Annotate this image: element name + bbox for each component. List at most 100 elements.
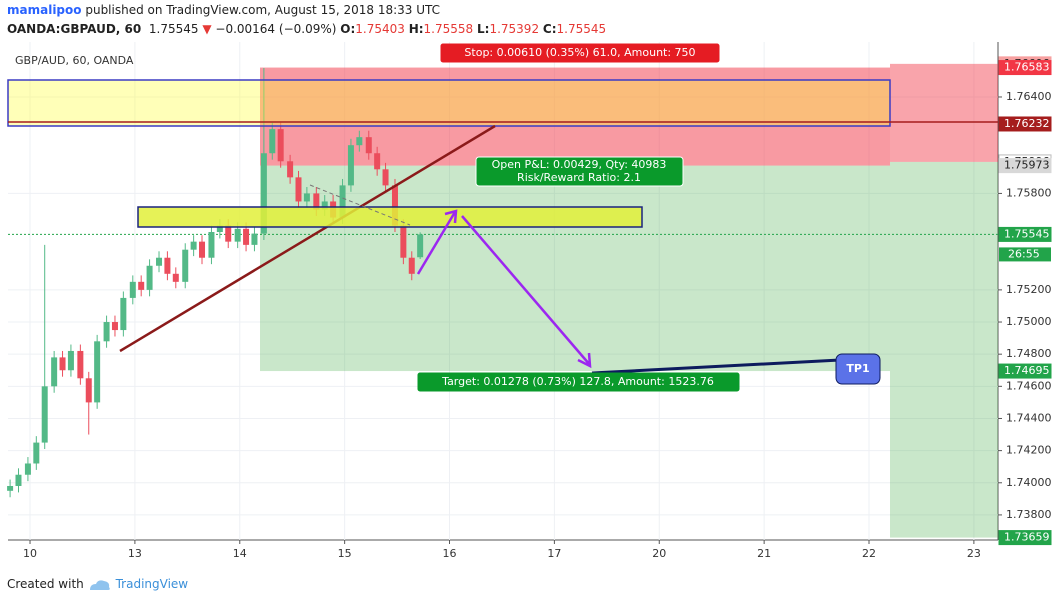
candle-body <box>94 341 101 403</box>
candle-body <box>269 129 276 154</box>
candle-body <box>15 474 22 486</box>
target-label: Target: 0.01278 (0.73%) 127.8, Amount: 1… <box>441 375 714 388</box>
rr-label: Risk/Reward Ratio: 2.1 <box>517 171 641 184</box>
arrow-up <box>416 209 458 275</box>
candle-body <box>347 145 354 186</box>
x-tick-label: 16 <box>443 547 457 560</box>
tp1-box <box>835 353 881 385</box>
l: 1.75392 <box>489 22 540 36</box>
candle-body <box>129 281 136 298</box>
candle-body <box>138 281 145 290</box>
last: 1.75545 <box>148 22 199 36</box>
candle-body <box>172 273 179 282</box>
candle-body <box>277 129 284 162</box>
position-zone <box>260 165 890 372</box>
price-badge <box>998 363 1052 379</box>
candle-body <box>365 137 372 154</box>
price-badge-label: 1.76232 <box>1004 117 1050 130</box>
candle-body <box>374 153 381 170</box>
y-tick-label: 1.75000 <box>1006 315 1052 328</box>
price-badge-label: 1.76583 <box>1004 61 1050 74</box>
candle-body <box>400 225 407 258</box>
logo <box>89 579 110 590</box>
candle-body <box>33 442 40 464</box>
candle-body <box>156 257 163 266</box>
candle-body <box>243 228 250 245</box>
candle-body <box>417 234 424 258</box>
candle-body <box>164 257 171 274</box>
candle-body <box>146 265 153 290</box>
y-tick-label: 1.74400 <box>1006 411 1052 424</box>
stop-box <box>440 43 720 63</box>
publish-line: mamalipoo published on TradingView.com, … <box>7 3 440 17</box>
y-tick-label: 1.75200 <box>1006 283 1052 296</box>
x-tick-label: 13 <box>128 547 142 560</box>
price-badge <box>998 226 1052 242</box>
candle-body <box>7 485 14 491</box>
x-tick-label: 10 <box>23 547 37 560</box>
candle-body <box>391 185 398 226</box>
l-label: L: <box>477 22 490 36</box>
x-tick-label: 23 <box>967 547 981 560</box>
y-tick-label: 1.74600 <box>1006 379 1052 392</box>
c: 1.75545 <box>556 22 607 36</box>
price-badge <box>998 60 1052 76</box>
price-badge-label: 1.74695 <box>1004 364 1050 377</box>
countdown: 26:55 <box>1008 247 1040 260</box>
stop-label: Stop: 0.00610 (0.35%) 61.0, Amount: 750 <box>464 46 695 59</box>
pnl-box <box>475 156 684 187</box>
c-label: C: <box>542 22 557 36</box>
published: published on TradingView.com, August 15,… <box>85 3 441 17</box>
candle-body <box>295 177 302 202</box>
candle-body <box>287 161 294 178</box>
countdown-badge <box>999 247 1051 262</box>
candle-body <box>111 322 118 331</box>
candle-body <box>356 137 363 146</box>
candle-body <box>321 201 328 210</box>
y-tick-label: 1.73800 <box>1006 508 1052 521</box>
symbol-title: GBP/AUD, 60, OANDA <box>15 54 134 67</box>
price-badge <box>998 116 1052 132</box>
x-tick-label: 21 <box>757 547 771 560</box>
h: 1.75558 <box>423 22 474 36</box>
user[interactable]: mamalipoo <box>7 3 82 17</box>
candle-body <box>216 225 223 233</box>
y-tick-label: 1.75800 <box>1006 186 1052 199</box>
drawings <box>7 79 998 375</box>
created-with: Created with <box>7 577 84 591</box>
y-tick-label: 1.74800 <box>1006 347 1052 360</box>
candle-body <box>120 297 127 331</box>
position-zone <box>260 67 890 166</box>
brand[interactable]: TradingView <box>115 577 189 591</box>
pnl-label: Open P&L: 0.00429, Qty: 40983 <box>492 158 667 171</box>
candle-body <box>24 463 31 475</box>
candle-body <box>208 232 215 258</box>
candle-body <box>303 193 310 202</box>
quote-line: OANDA:GBPAUD, 60 1.75545 ▼ −0.00164 (−0.… <box>7 22 606 36</box>
candle-body <box>190 241 197 250</box>
price-badge <box>998 158 1052 174</box>
tp1-label: TP1 <box>846 362 869 375</box>
supply-zone <box>7 79 891 127</box>
change: −0.00164 (−0.09%) <box>215 22 337 36</box>
candle-body <box>382 169 389 186</box>
candle-body <box>260 153 267 234</box>
target-box <box>417 372 740 392</box>
x-tick-label: 22 <box>862 547 876 560</box>
position-zone <box>890 63 998 162</box>
candle-body <box>85 378 92 403</box>
callout-line <box>591 358 841 375</box>
projection-line <box>309 184 411 226</box>
position-zone <box>890 161 998 538</box>
candle-body <box>77 350 84 379</box>
y-tick-label: 1.74000 <box>1006 476 1052 489</box>
candle-body <box>199 241 206 258</box>
candle-body <box>103 322 110 342</box>
footer: Created with TradingView <box>7 577 188 592</box>
x-tick-label: 17 <box>547 547 561 560</box>
o: 1.75403 <box>355 22 405 36</box>
candle-body <box>339 185 346 218</box>
candle-body <box>408 257 415 274</box>
price-badge-label: 1.75973 <box>1004 159 1050 172</box>
